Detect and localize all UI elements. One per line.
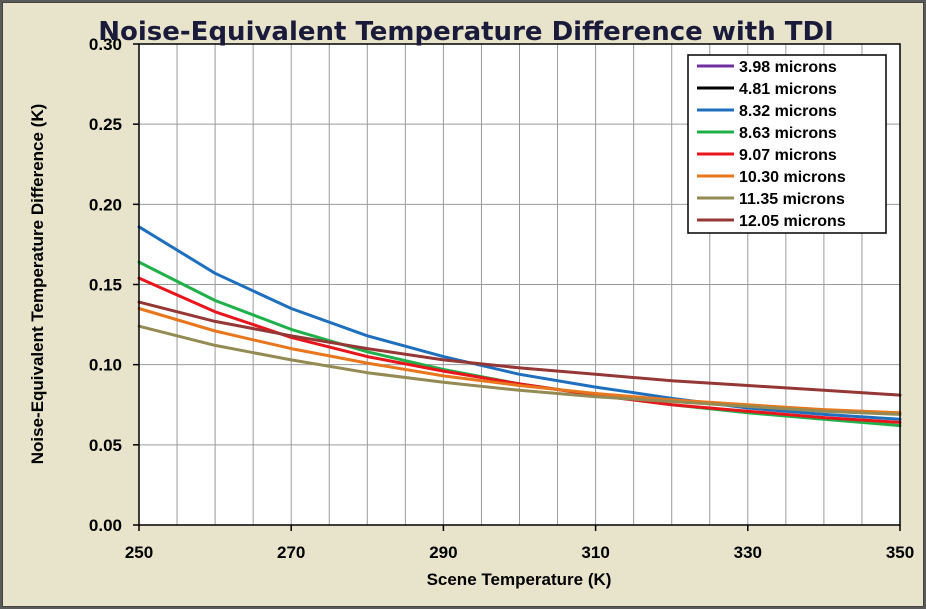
- y-tick-label: 0.05: [89, 436, 122, 455]
- series-line: [137, 276, 902, 424]
- y-tick-label: 0.10: [89, 356, 122, 375]
- y-tick-label: 0.30: [89, 35, 122, 54]
- legend-entry: 8.63 microns: [739, 125, 837, 142]
- series-line: [137, 307, 902, 415]
- chart-title: Noise-Equivalent Temperature Difference …: [98, 17, 834, 47]
- y-tick-label: 0.15: [89, 276, 122, 295]
- y-tick-label: 0.20: [89, 195, 122, 214]
- x-tick-label: 350: [886, 543, 914, 562]
- series-line: [137, 324, 902, 416]
- legend-entry: 8.32 microns: [739, 103, 837, 120]
- series-line: [137, 225, 902, 421]
- legend-entry: 4.81 microns: [739, 81, 837, 98]
- legend-entry: 11.35 microns: [739, 191, 845, 208]
- x-tick-label: 290: [429, 543, 457, 562]
- x-tick-label: 310: [581, 543, 609, 562]
- legend-entry: 10.30 microns: [739, 169, 846, 186]
- legend-entry: 9.07 microns: [739, 147, 837, 164]
- legend: 3.98 microns 4.81 microns 8.32 microns 8.63…: [687, 54, 887, 234]
- y-tick-label: 0.25: [89, 115, 122, 134]
- series-lines: [137, 225, 902, 428]
- y-tick-label: 0.00: [89, 516, 122, 535]
- legend-entry: 12.05 microns: [739, 213, 846, 230]
- x-axis-label: Scene Temperature (K): [427, 570, 612, 589]
- y-axis-ticks: 0.00 0.05 0.10 0.15 0.20 0.25 0.30: [89, 35, 139, 535]
- series-line: [137, 300, 902, 397]
- legend-box: [687, 54, 887, 234]
- legend-entry: 3.98 microns: [739, 59, 837, 76]
- x-axis-ticks: 250 270 290 310 330 350: [125, 525, 914, 562]
- x-tick-label: 270: [277, 543, 305, 562]
- y-axis-label: Noise-Equivalent Temperature Difference …: [28, 104, 47, 465]
- x-tick-label: 250: [125, 543, 153, 562]
- x-tick-label: 330: [734, 543, 762, 562]
